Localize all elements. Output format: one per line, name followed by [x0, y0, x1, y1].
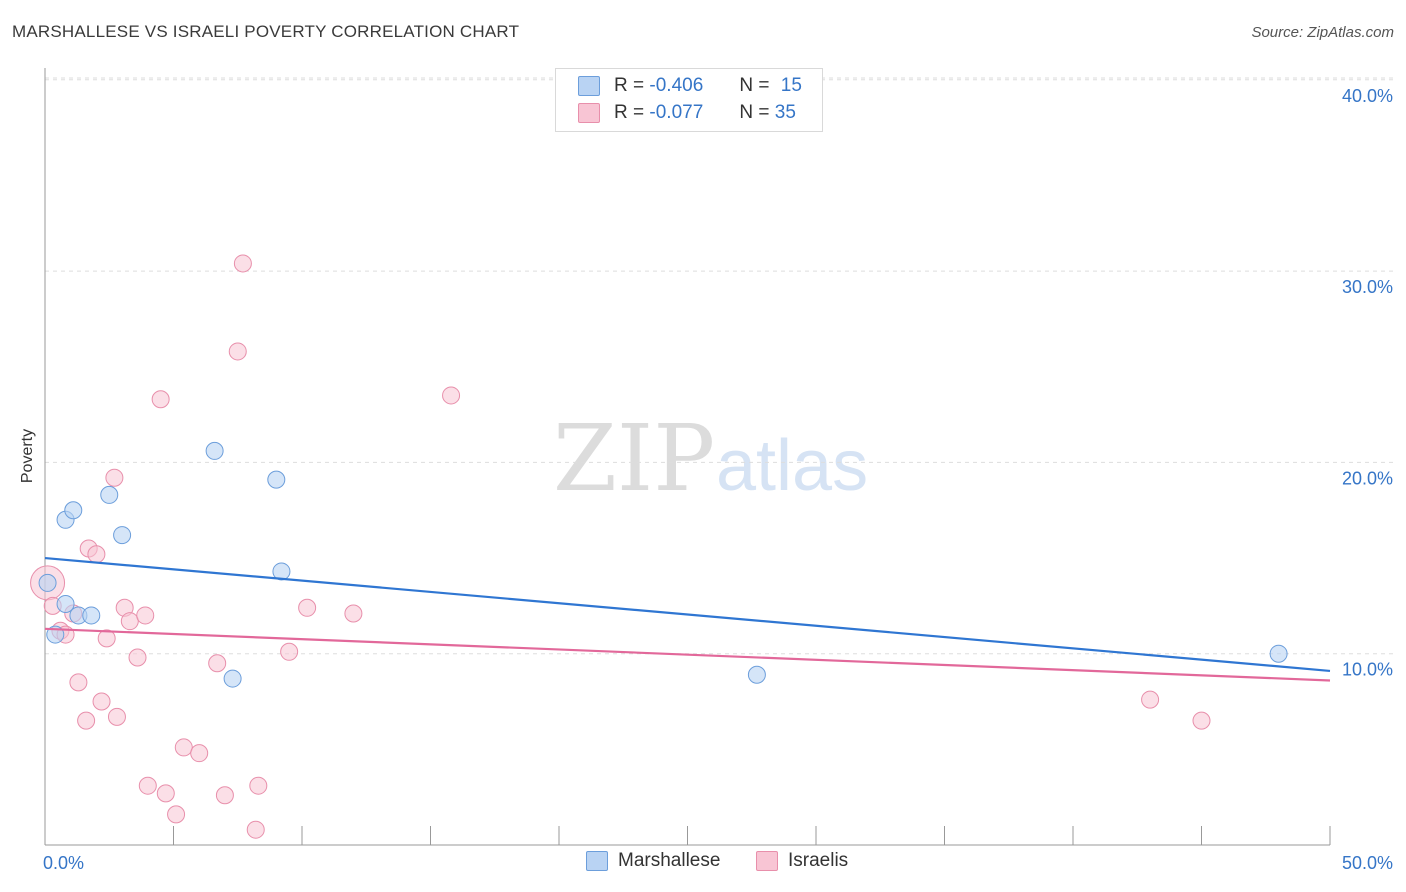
tick-labels: 10.0% 20.0% 30.0% 40.0% 0.0% 50.0%	[43, 86, 1393, 873]
marshallese-point	[223, 669, 242, 688]
legend-row-israelis: R = -0.077 N = 35	[578, 101, 796, 125]
israelis-point	[442, 386, 461, 405]
israelis-point	[69, 673, 88, 692]
correlation-legend: R = -0.406 N = 15 R = -0.077 N = 35	[555, 68, 823, 132]
r-value: -0.406	[649, 75, 704, 96]
x-tick-label: 0.0%	[43, 853, 84, 873]
marshallese-point	[747, 665, 766, 684]
marshallese-point	[113, 526, 132, 545]
marshallese-point	[56, 594, 75, 613]
israelis-point	[138, 776, 157, 795]
watermark: ZIP atlas	[553, 405, 868, 512]
israelis-point	[156, 784, 175, 803]
axes	[44, 68, 1331, 846]
x-tick-label: 50.0%	[1342, 853, 1393, 873]
israelis-point	[151, 390, 170, 409]
y-tick-label: 20.0%	[1342, 468, 1393, 488]
israelis-point	[92, 692, 111, 711]
israelis-point	[208, 654, 227, 673]
marshallese-point	[64, 501, 83, 520]
israelis-point	[1141, 690, 1160, 709]
marshallese-point	[38, 573, 57, 592]
y-tick-label: 30.0%	[1342, 277, 1393, 297]
legend-label: Israelis	[788, 850, 849, 871]
israelis-point	[249, 776, 268, 795]
r-label: R =	[614, 75, 645, 96]
israelis-point	[77, 711, 96, 730]
trend-lines	[44, 556, 1331, 682]
legend-label: Marshallese	[618, 850, 721, 871]
y-tick-label: 40.0%	[1342, 86, 1393, 106]
israelis-point	[136, 606, 155, 625]
israelis-point	[344, 604, 363, 623]
chart-title: MARSHALLESE VS ISRAELI POVERTY CORRELATI…	[12, 22, 520, 41]
gridlines	[45, 77, 1395, 655]
marshallese-swatch	[586, 851, 608, 871]
israelis-points	[30, 254, 1211, 839]
marshallese-point	[205, 441, 224, 460]
marshallese-point	[272, 562, 291, 581]
legend-item-israelis[interactable]: Israelis	[756, 850, 848, 872]
israelis-point	[174, 738, 193, 757]
n-value: 15	[780, 75, 802, 96]
marshallese-trend-line	[44, 556, 1331, 673]
israelis-point	[280, 642, 299, 661]
israelis-point	[298, 598, 317, 617]
n-label: N =	[739, 102, 770, 123]
israelis-swatch	[756, 851, 778, 871]
marshallese-point	[82, 606, 101, 625]
israelis-point	[120, 612, 139, 631]
y-tick-label: 10.0%	[1342, 660, 1393, 680]
series-legend: Marshallese Israelis	[0, 850, 1406, 878]
r-value: -0.077	[649, 102, 704, 123]
watermark-atlas: atlas	[716, 426, 868, 506]
israelis-trend-line	[44, 627, 1331, 682]
israelis-point	[105, 468, 124, 487]
israelis-swatch	[578, 103, 600, 123]
marshallese-point	[267, 470, 286, 489]
n-label: N =	[739, 75, 770, 96]
israelis-point	[87, 545, 106, 564]
marshallese-points	[38, 441, 1288, 688]
israelis-point	[228, 342, 247, 361]
israelis-point	[97, 629, 116, 648]
r-label: R =	[614, 102, 645, 123]
israelis-point	[167, 805, 186, 824]
israelis-point	[1192, 711, 1211, 730]
israelis-point	[233, 254, 252, 273]
legend-row-marshallese: R = -0.406 N = 15	[578, 74, 802, 98]
israelis-point	[246, 820, 265, 839]
n-value: 35	[774, 102, 796, 123]
marshallese-swatch	[578, 76, 600, 96]
marshallese-point	[1269, 644, 1288, 663]
israelis-point	[190, 744, 209, 763]
source-label: Source: ZipAtlas.com	[1251, 24, 1394, 41]
israelis-point	[215, 786, 234, 805]
israelis-point	[128, 648, 147, 667]
israelis-point	[107, 707, 126, 726]
watermark-zip: ZIP	[553, 405, 715, 512]
marshallese-point	[100, 485, 119, 504]
legend-item-marshallese[interactable]: Marshallese	[586, 850, 720, 872]
